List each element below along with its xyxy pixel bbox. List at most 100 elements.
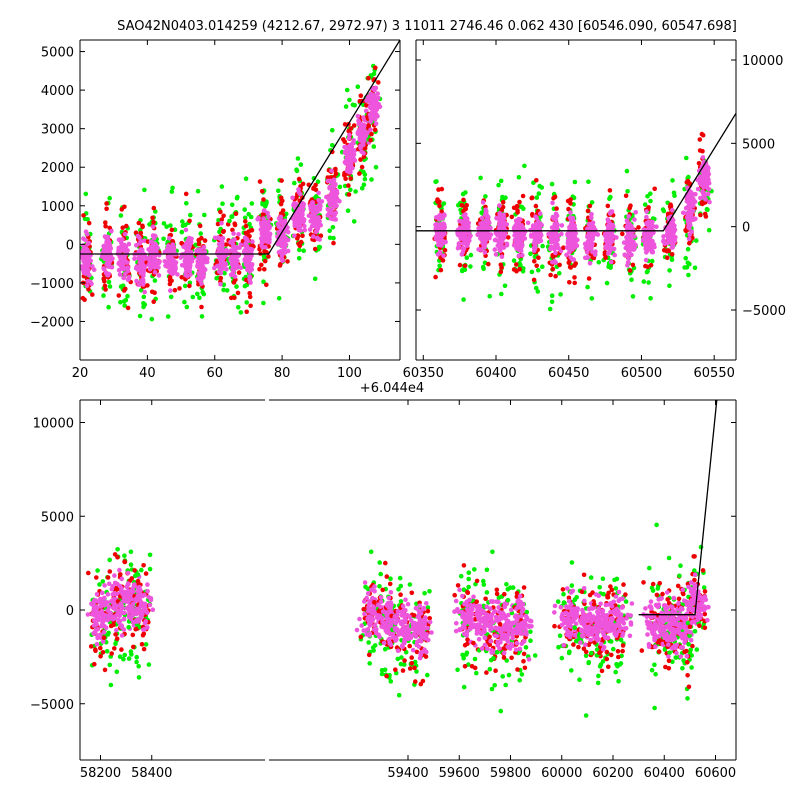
data-point-green [648, 198, 653, 204]
data-point-magenta [328, 178, 333, 184]
data-point-magenta [120, 237, 125, 242]
data-point-red [243, 223, 249, 229]
data-point-green [95, 568, 100, 573]
data-point-red [668, 204, 674, 209]
data-point-magenta [264, 229, 270, 234]
data-point-magenta [276, 229, 281, 235]
data-point-red [486, 261, 491, 267]
data-point-red [376, 80, 381, 85]
data-point-red [296, 176, 302, 182]
data-point-magenta [117, 618, 123, 624]
data-point-magenta [607, 221, 613, 226]
data-point-magenta [370, 103, 376, 108]
data-point-magenta [152, 258, 157, 263]
data-point-magenta [99, 623, 104, 629]
data-point-green [202, 212, 207, 218]
data-point-red [572, 275, 577, 280]
data-point-magenta [278, 235, 284, 241]
data-point-green [528, 251, 533, 257]
data-point-magenta [264, 239, 270, 244]
data-point-magenta [144, 255, 150, 261]
data-point-red [366, 652, 372, 658]
data-point-red [285, 259, 290, 264]
data-point-magenta [533, 238, 538, 244]
data-point-red [698, 212, 703, 218]
data-point-magenta [168, 288, 173, 293]
data-point-magenta [186, 254, 191, 260]
data-point-magenta [134, 278, 139, 284]
data-point-magenta [311, 234, 316, 239]
data-point-magenta [219, 239, 225, 244]
data-point-magenta [459, 252, 465, 257]
data-point-magenta [280, 258, 285, 264]
data-point-magenta [374, 97, 380, 102]
data-point-magenta [135, 597, 141, 603]
data-point-magenta [293, 201, 299, 207]
data-point-magenta [264, 224, 269, 229]
data-point-green [227, 218, 232, 224]
data-point-green [337, 184, 343, 190]
data-point-red [172, 287, 178, 293]
data-point-magenta [553, 250, 558, 256]
data-point-green [670, 178, 675, 183]
data-point-magenta [589, 245, 594, 251]
data-point-magenta [247, 275, 253, 280]
data-point-red [532, 258, 537, 264]
data-point-magenta [331, 195, 337, 200]
data-point-magenta [134, 610, 140, 616]
data-point-magenta [121, 627, 127, 632]
data-point-magenta [513, 240, 518, 245]
data-point-magenta [101, 630, 107, 635]
data-point-red [332, 168, 338, 173]
data-point-green [685, 246, 691, 252]
y-tick-label: −5000 [742, 304, 786, 319]
data-point-red [235, 290, 241, 296]
data-point-magenta [564, 252, 569, 258]
data-point-magenta [106, 260, 112, 265]
data-point-green [705, 207, 710, 212]
data-point-magenta [358, 121, 364, 126]
y-tick-label: 3000 [41, 123, 74, 138]
data-point-magenta [170, 271, 175, 277]
data-point-red [218, 275, 224, 281]
data-point-green [315, 179, 321, 184]
data-point-magenta [109, 228, 114, 234]
data-point-red [312, 246, 318, 252]
data-point-magenta [186, 246, 191, 252]
data-point-green [362, 176, 368, 182]
data-point-magenta [371, 114, 377, 120]
data-point-green [536, 191, 542, 196]
data-point-red [131, 644, 136, 650]
data-point-magenta [316, 198, 322, 203]
data-point-red [520, 193, 526, 199]
data-point-red [149, 289, 155, 295]
data-point-magenta [110, 592, 116, 597]
data-point-red [116, 293, 122, 298]
data-point-green [197, 295, 202, 301]
data-point-green [242, 215, 248, 221]
data-point-red [361, 154, 367, 160]
data-point-red [261, 211, 267, 217]
data-point-red [696, 161, 702, 166]
data-point-magenta [231, 231, 236, 236]
data-point-red [605, 203, 611, 209]
data-point-red [114, 587, 120, 592]
data-point-red [437, 203, 442, 209]
data-point-green [694, 238, 699, 243]
data-point-red [627, 268, 633, 273]
data-point-green [146, 662, 152, 667]
data-point-magenta [327, 208, 332, 214]
data-point-magenta [609, 235, 615, 240]
data-point-magenta [153, 242, 159, 248]
data-point-red [215, 221, 221, 227]
data-point-magenta [85, 268, 91, 274]
data-point-green [126, 656, 132, 661]
data-point-magenta [102, 234, 108, 239]
data-point-magenta [115, 581, 120, 587]
data-point-magenta [686, 221, 691, 227]
data-point-green [264, 200, 269, 206]
data-point-magenta [361, 115, 366, 120]
data-point-green [296, 255, 302, 261]
data-point-green [608, 265, 613, 270]
data-point-red [244, 309, 249, 315]
